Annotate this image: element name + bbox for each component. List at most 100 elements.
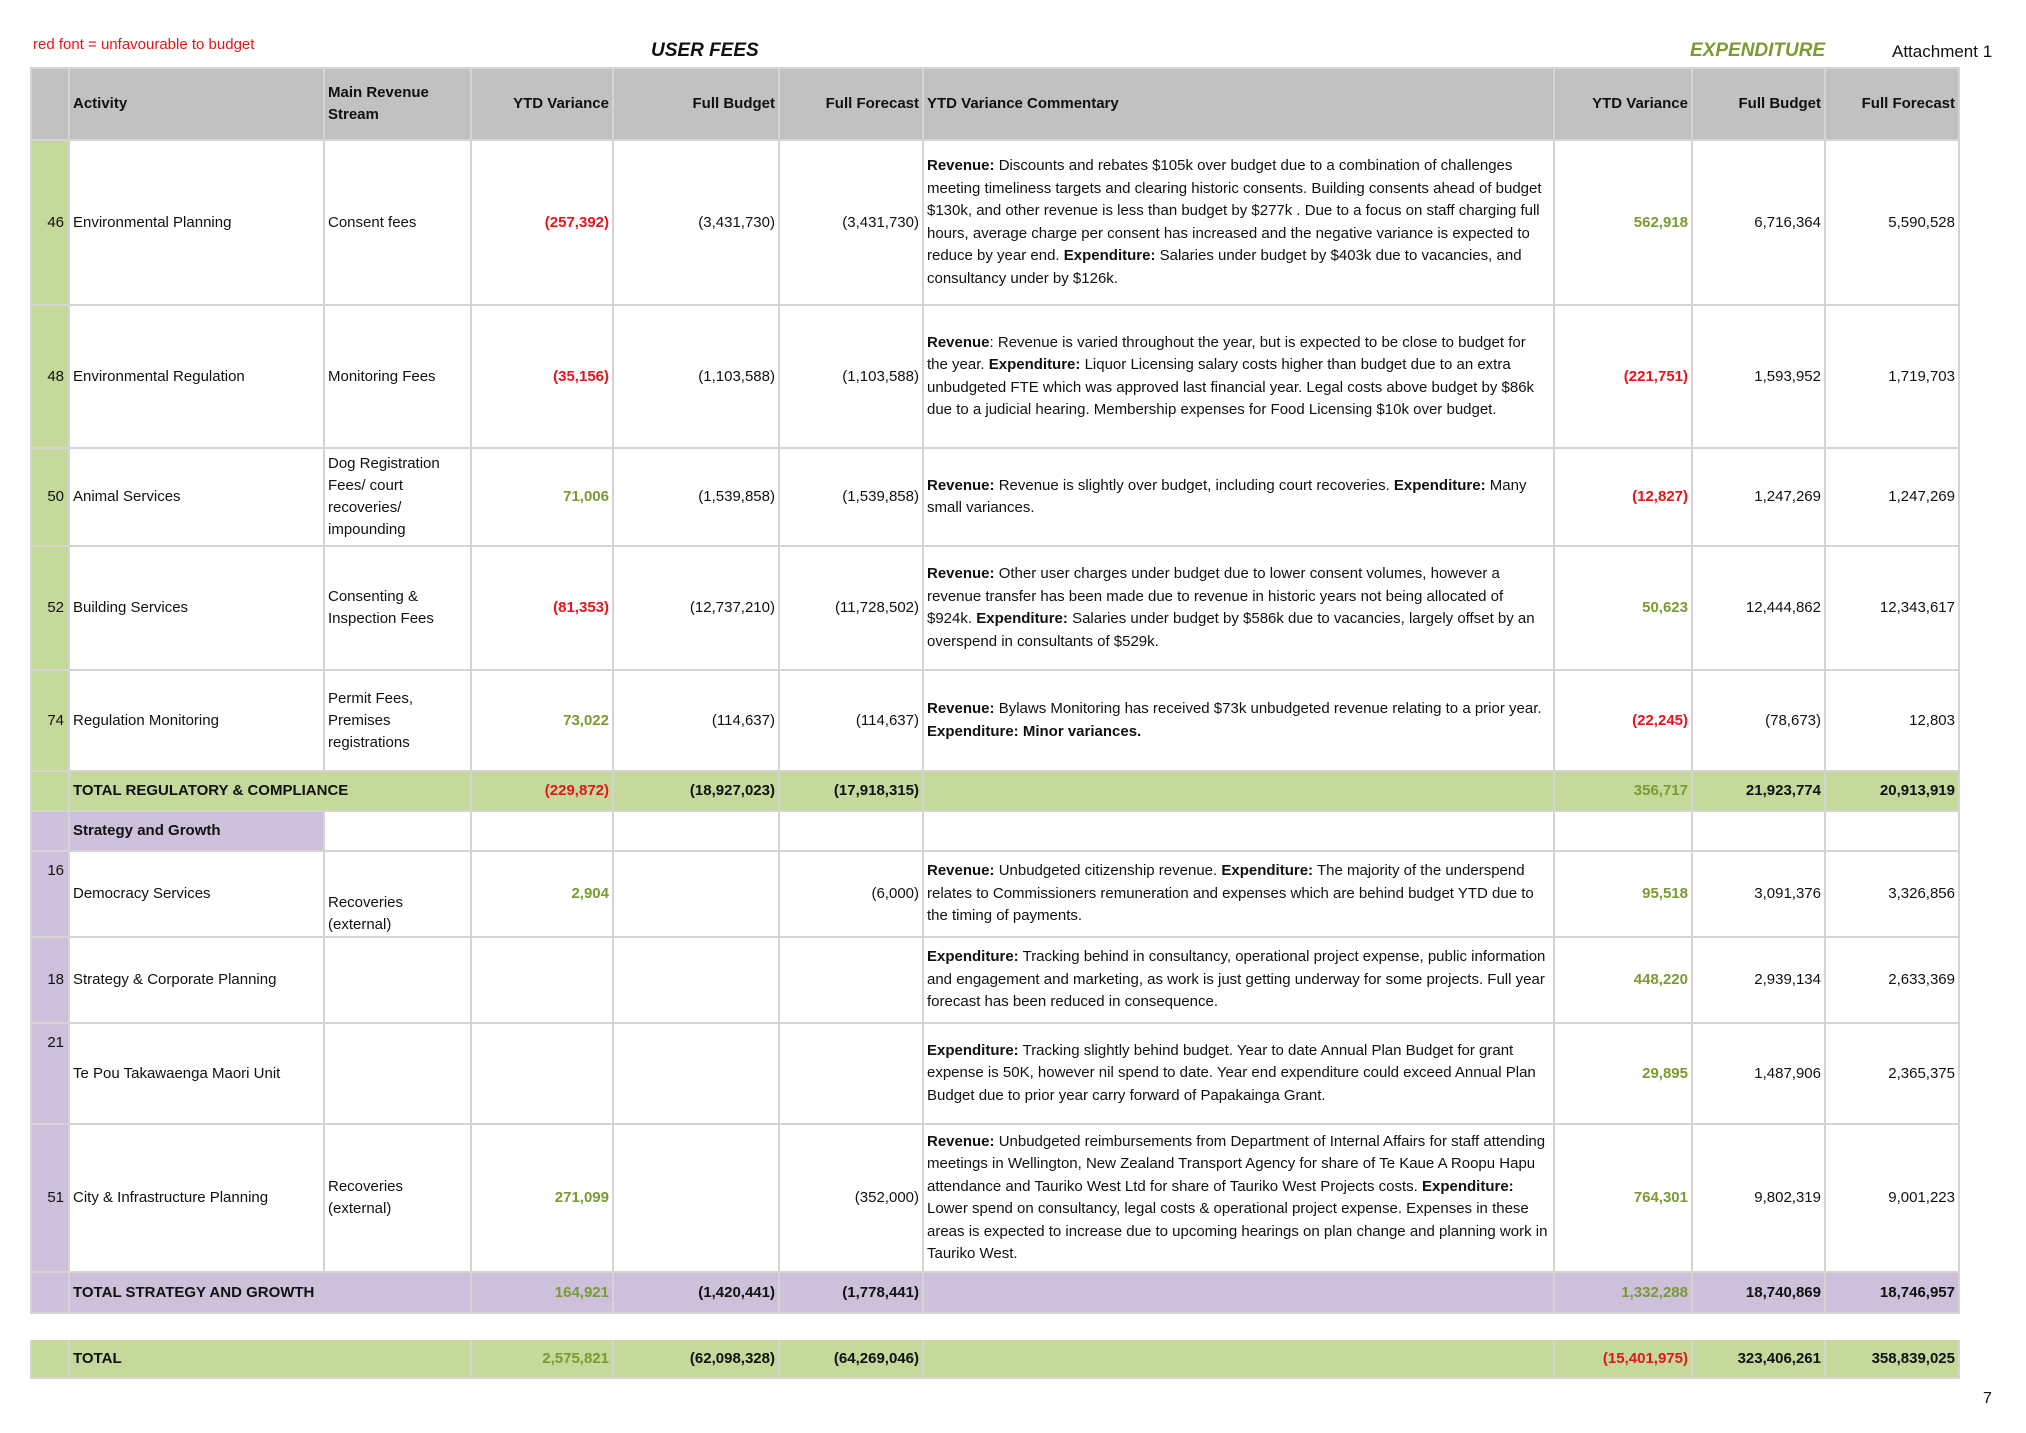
exp-ytd-variance: (221,751) [1553,304,1693,449]
empty-cell [1824,810,1960,852]
revenue-stream [323,1022,472,1125]
activity-name: Animal Services [68,447,325,547]
attachment-label: Attachment 1 [1892,42,1993,61]
section-heading: Strategy and Growth [68,810,325,852]
revenue-stream: Permit Fees, Premises registrations [323,669,472,772]
commentary-header: YTD Variance Commentary [922,67,1555,141]
commentary-expenditure-label: Expenditure: [988,356,1081,373]
total-exp-forecast: 18,746,957 [1824,1272,1960,1314]
commentary-expenditure-label: Expenditure: [1063,247,1156,264]
commentary-expenditure-label: Expenditure: [927,1041,1019,1059]
exp-full-forecast: 2,365,375 [1824,1022,1960,1125]
commentary-revenue-label: Revenue: [927,157,995,174]
empty-cell [1691,810,1826,852]
exp-ytd-variance: 95,518 [1553,850,1693,938]
variance-commentary: Expenditure: Tracking behind in consulta… [922,936,1555,1024]
commentary-expenditure-text: The majority of the underspend relates t… [927,862,1534,925]
exp-full-budget: 12,444,862 [1691,545,1826,671]
commentary-revenue-text: Bylaws Monitoring has received $73k unbu… [994,700,1542,717]
exp-full-forecast: 2,633,369 [1824,936,1960,1024]
full-budget [612,1022,780,1125]
page-number: 7 [1983,1390,1992,1407]
full-budget [612,1123,780,1273]
header-row: Activity Main Revenue Stream YTD Varianc… [30,67,1960,141]
stream-header: Main Revenue Stream [323,67,472,141]
commentary-revenue-text: Other user charges under budget due to l… [927,565,1504,627]
total-label: TOTAL REGULATORY & COMPLIANCE [68,771,472,812]
forecast-header: Full Forecast [778,67,924,141]
ytd-variance: (257,392) [470,139,614,306]
full-forecast [778,1022,924,1125]
row-index: 21 [30,1022,70,1125]
commentary-revenue-text: Unbudgeted reimbursements from Departmen… [927,1132,1546,1195]
exp-forecast-header: Full Forecast [1824,67,1960,141]
full-budget [612,850,780,938]
commentary-expenditure-text: Liquor Licensing salary costs higher tha… [927,356,1535,418]
empty-cell [778,810,924,852]
full-forecast: (11,728,502) [778,545,924,671]
total-exp-forecast: 358,839,025 [1824,1340,1960,1379]
exp-full-budget: 1,247,269 [1691,447,1826,547]
activity-name: Building Services [68,545,325,671]
total-forecast: (64,269,046) [778,1340,924,1379]
user-fees-title: USER FEES [651,40,759,61]
commentary-expenditure-text: Salaries under budget by $403k due to va… [927,247,1522,287]
full-budget: (1,539,858) [612,447,780,547]
exp-full-forecast: 5,590,528 [1824,139,1960,306]
variance-commentary: Revenue: Other user charges under budget… [922,545,1555,671]
exp-ytd-variance: 562,918 [1553,139,1693,306]
table-row: 51 City & Infrastructure Planning Recoveri… [30,1123,1960,1273]
exp-full-budget: 2,939,134 [1691,936,1826,1024]
row-index: 51 [30,1123,70,1273]
activity-name: City & Infrastructure Planning [68,1123,325,1273]
full-forecast [778,936,924,1024]
total-regulatory-row: TOTAL REGULATORY & COMPLIANCE (229,872) (1… [30,771,1960,812]
revenue-stream: Consent fees [323,139,472,306]
exp-full-forecast: 1,247,269 [1824,447,1960,547]
row-index: 52 [30,545,70,671]
revenue-stream [323,936,472,1024]
total-band [30,1272,70,1314]
total-commentary [922,1340,1555,1379]
commentary-revenue-label: Revenue: [927,565,995,582]
full-budget [612,936,780,1024]
ytd-variance [470,936,614,1024]
commentary-revenue-text: Revenue is slightly over budget, includi… [994,476,1394,494]
spacer-row [31,1313,1959,1340]
commentary-expenditure-text: Tracking slightly behind budget. Year to… [927,1041,1536,1104]
full-forecast: (6,000) [778,850,924,938]
variance-commentary: Revenue: Unbudgeted citizenship revenue.… [922,850,1555,938]
exp-full-budget: 1,487,906 [1691,1022,1826,1125]
exp-full-budget: 9,802,319 [1691,1123,1826,1273]
empty-cell [612,810,780,852]
ytd-variance: (81,353) [470,545,614,671]
ytd-header: YTD Variance [470,67,614,141]
total-budget: (62,098,328) [612,1340,780,1379]
budget-header: Full Budget [612,67,780,141]
commentary-revenue-label: Revenue: [927,700,995,717]
exp-full-forecast: 3,326,856 [1824,850,1960,938]
activity-header: Activity [68,67,325,141]
revenue-stream: Consenting & Inspection Fees [323,545,472,671]
exp-ytd-variance: 764,301 [1553,1123,1693,1273]
row-index: 46 [30,139,70,306]
exp-full-budget: 1,593,952 [1691,304,1826,449]
grand-total-row: TOTAL 2,575,821 (62,098,328) (64,269,046) (1… [30,1340,1960,1379]
empty-cell [922,810,1555,852]
index-header [30,67,70,141]
total-ytd: 164,921 [470,1272,614,1314]
total-band [30,1340,70,1379]
variance-commentary: Revenue: Unbudgeted reimbursements from … [922,1123,1555,1273]
full-forecast: (1,103,588) [778,304,924,449]
commentary-expenditure-label: Expenditure: [1221,862,1314,880]
table-row: 21 Te Pou Takawaenga Maori Unit Expenditur… [30,1022,1960,1125]
full-budget: (12,737,210) [612,545,780,671]
exp-full-budget: 3,091,376 [1691,850,1826,938]
exp-ytd-variance: 29,895 [1553,1022,1693,1125]
table-row: 52 Building Services Consenting & Inspecti… [30,545,1960,671]
exp-full-forecast: 12,803 [1824,669,1960,772]
exp-full-forecast: 9,001,223 [1824,1123,1960,1273]
ytd-variance: 71,006 [470,447,614,547]
empty-cell [1553,810,1693,852]
row-index: 48 [30,304,70,449]
